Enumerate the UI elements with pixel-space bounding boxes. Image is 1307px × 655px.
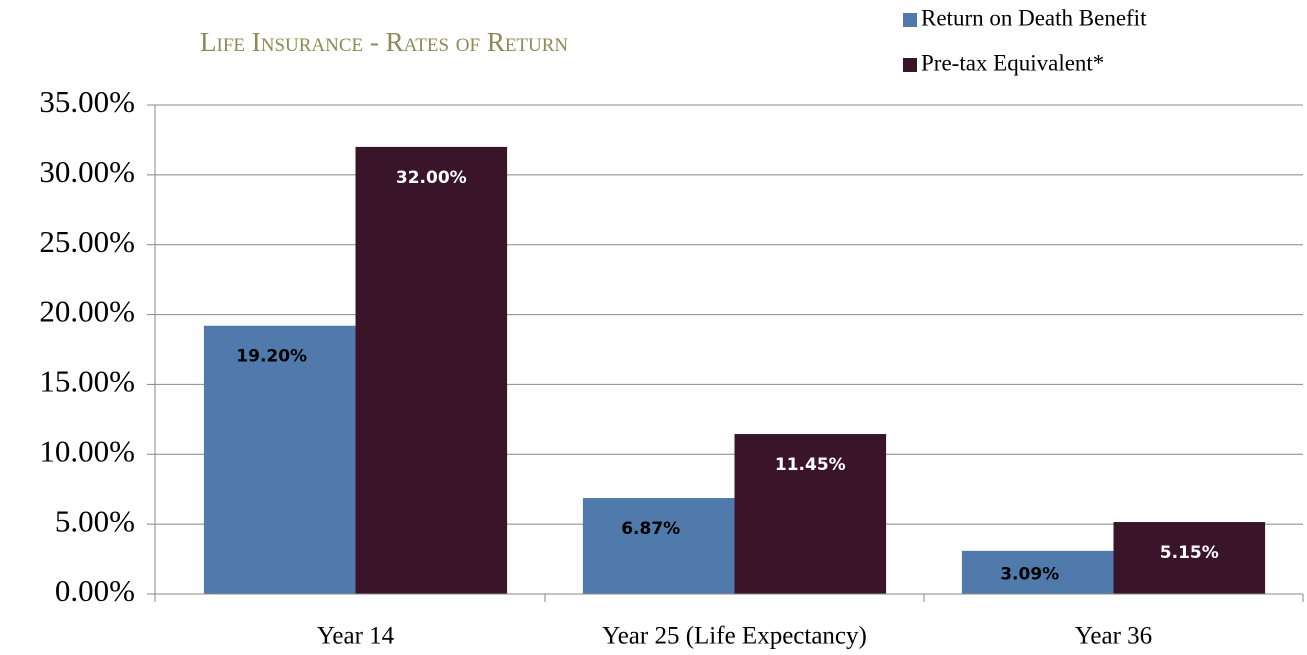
chart-title: Life Insurance - Rates of Return: [200, 27, 568, 57]
bar: [1113, 522, 1266, 594]
bar: [734, 434, 887, 594]
value-label: 32.00%: [396, 168, 467, 188]
legend-swatch: [903, 58, 917, 72]
y-tick-label: 0.00%: [55, 573, 135, 608]
value-label: 11.45%: [775, 455, 846, 475]
x-tick-label: Year 36: [1075, 623, 1152, 650]
bar: [203, 325, 356, 594]
value-label: 5.15%: [1160, 543, 1219, 563]
y-tick-label: 5.00%: [55, 503, 135, 538]
x-tick-label: Year 25 (Life Expectancy): [602, 623, 867, 650]
value-label: 3.09%: [1000, 564, 1059, 584]
legend-swatch: [903, 13, 917, 27]
x-tick-label: Year 14: [317, 623, 395, 650]
legend-label: Return on Death Benefit: [921, 5, 1147, 30]
bar: [961, 550, 1114, 594]
y-tick-label: 35.00%: [39, 84, 135, 119]
y-tick-label: 15.00%: [39, 364, 135, 399]
y-tick-label: 30.00%: [39, 154, 135, 189]
value-label: 6.87%: [621, 519, 680, 539]
y-tick-label: 10.00%: [39, 433, 135, 468]
bar: [355, 146, 508, 594]
value-label: 19.20%: [236, 347, 307, 367]
legend-label: Pre-tax Equivalent*: [921, 50, 1104, 75]
y-tick-label: 25.00%: [39, 224, 135, 259]
bar: [582, 498, 735, 594]
y-tick-label: 20.00%: [39, 294, 135, 329]
